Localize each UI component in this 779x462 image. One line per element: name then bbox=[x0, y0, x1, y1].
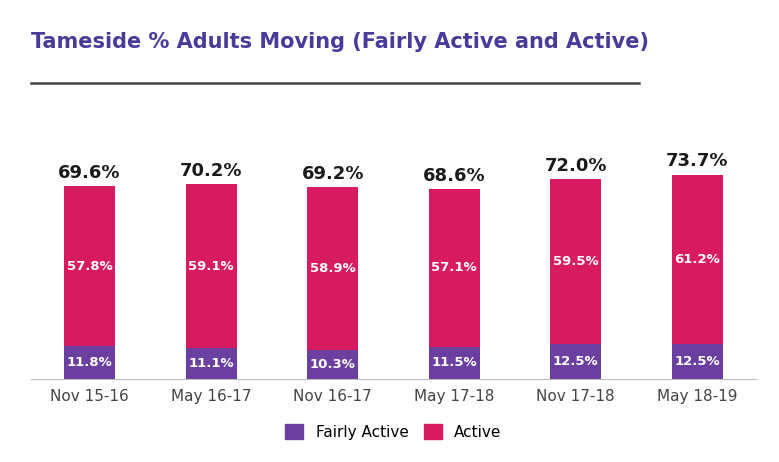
Text: Tameside % Adults Moving (Fairly Active and Active): Tameside % Adults Moving (Fairly Active … bbox=[31, 32, 649, 52]
Bar bbox=[428, 188, 480, 347]
Bar bbox=[185, 184, 237, 348]
Text: 59.5%: 59.5% bbox=[553, 255, 598, 268]
Text: 72.0%: 72.0% bbox=[545, 157, 607, 175]
Bar bbox=[185, 348, 237, 379]
Legend: Fairly Active, Active: Fairly Active, Active bbox=[279, 418, 508, 446]
Text: 11.5%: 11.5% bbox=[432, 356, 477, 370]
Text: 57.8%: 57.8% bbox=[67, 260, 112, 273]
Text: 11.1%: 11.1% bbox=[189, 357, 234, 370]
Text: 12.5%: 12.5% bbox=[675, 355, 720, 368]
Text: 11.8%: 11.8% bbox=[67, 356, 112, 369]
Text: 69.6%: 69.6% bbox=[58, 164, 121, 182]
Text: 69.2%: 69.2% bbox=[301, 165, 364, 183]
Bar bbox=[64, 346, 115, 379]
Text: 59.1%: 59.1% bbox=[189, 260, 234, 273]
Text: 70.2%: 70.2% bbox=[180, 162, 242, 180]
Bar bbox=[307, 350, 358, 379]
Text: 57.1%: 57.1% bbox=[432, 261, 477, 274]
Bar bbox=[550, 179, 601, 344]
Text: 61.2%: 61.2% bbox=[675, 253, 720, 266]
Text: 73.7%: 73.7% bbox=[666, 152, 728, 170]
Text: 12.5%: 12.5% bbox=[553, 355, 598, 368]
Bar bbox=[671, 344, 723, 379]
Bar bbox=[550, 344, 601, 379]
Text: 58.9%: 58.9% bbox=[310, 262, 355, 275]
Bar bbox=[671, 175, 723, 344]
Text: 68.6%: 68.6% bbox=[423, 166, 485, 184]
Text: 10.3%: 10.3% bbox=[310, 358, 355, 371]
Bar bbox=[64, 186, 115, 346]
Bar bbox=[307, 187, 358, 350]
Bar bbox=[428, 347, 480, 379]
